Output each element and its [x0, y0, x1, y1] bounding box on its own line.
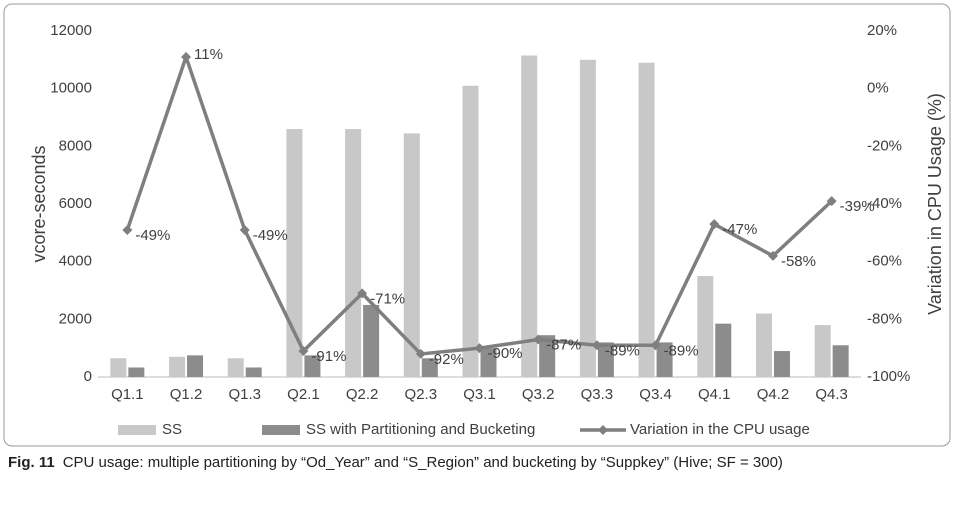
bar — [462, 85, 479, 378]
y2-tick-label: -20% — [867, 137, 902, 154]
bar — [128, 367, 145, 377]
caption-text: CPU usage: multiple partitioning by “Od_… — [62, 454, 783, 471]
marker — [357, 288, 368, 299]
x-tick-label: Q4.1 — [698, 386, 731, 403]
bar — [715, 323, 732, 377]
x-tick-label: Q3.1 — [463, 386, 496, 403]
marker — [826, 196, 837, 207]
bar — [227, 358, 244, 377]
bar — [814, 325, 831, 377]
data-label: -89% — [664, 342, 699, 359]
data-label: -91% — [311, 348, 346, 365]
bar — [421, 358, 438, 377]
bar — [403, 133, 420, 377]
bar — [245, 367, 262, 377]
x-tick-label: Q3.2 — [522, 386, 555, 403]
y-axis-label: vcore-seconds — [29, 145, 49, 262]
x-tick-label: Q2.2 — [346, 386, 379, 403]
y2-tick-label: 20% — [867, 22, 897, 39]
marker — [239, 224, 250, 235]
bar — [187, 355, 204, 377]
marker — [591, 340, 602, 351]
x-tick-label: Q3.3 — [581, 386, 614, 403]
bar — [597, 342, 614, 377]
data-label: -47% — [722, 221, 757, 238]
bar — [363, 304, 380, 377]
marker — [767, 250, 778, 261]
data-label: -90% — [488, 345, 523, 362]
bar — [286, 129, 303, 377]
bar — [110, 358, 127, 377]
bar — [773, 351, 790, 377]
legend-label: SS with Partitioning and Bucketing — [306, 421, 535, 438]
bar — [656, 342, 673, 377]
data-label: -71% — [370, 290, 405, 307]
bar — [832, 345, 849, 377]
bar — [579, 59, 596, 377]
x-tick-label: Q1.2 — [170, 386, 203, 403]
bar — [304, 355, 321, 377]
bar — [169, 356, 186, 377]
data-label: -49% — [135, 227, 170, 244]
y-tick-label: 12000 — [50, 22, 92, 39]
y2-tick-label: -80% — [867, 310, 902, 327]
marker — [650, 340, 661, 351]
legend-swatch — [598, 425, 608, 435]
bar — [480, 348, 497, 377]
y-tick-label: 2000 — [59, 310, 92, 327]
x-tick-label: Q1.3 — [228, 386, 261, 403]
chart: vcore-seconds Variation in CPU Usage (%)… — [3, 3, 951, 447]
legend-swatch — [118, 425, 156, 435]
line — [125, 51, 833, 356]
x-tick-label: Q2.3 — [405, 386, 438, 403]
y-tick-label: 0 — [84, 368, 92, 385]
bar — [697, 276, 714, 377]
x-tick-label: Q2.1 — [287, 386, 320, 403]
data-label: 11% — [194, 46, 223, 63]
y-tick-label: 4000 — [59, 253, 92, 270]
data-label: -58% — [781, 253, 816, 270]
bar — [638, 62, 655, 377]
caption: Fig. 11 CPU usage: multiple partitioning … — [8, 452, 943, 473]
y2-tick-label: -60% — [867, 253, 902, 270]
data-label: -87% — [546, 336, 581, 353]
y2-tick-label: -40% — [867, 195, 902, 212]
marker — [533, 334, 544, 345]
data-label: -89% — [605, 342, 640, 359]
marker — [298, 346, 309, 357]
legend-label: Variation in the CPU usage — [630, 421, 810, 438]
chart-frame — [3, 3, 951, 447]
x-tick-label: Q1.1 — [111, 386, 144, 403]
marker — [474, 343, 485, 354]
legend-label: SS — [162, 421, 182, 438]
data-label: -39% — [840, 198, 875, 215]
y-tick-label: 6000 — [59, 195, 92, 212]
y2-axis-label: Variation in CPU Usage (%) — [925, 93, 945, 315]
bar — [521, 55, 538, 378]
y2-tick-label: 0% — [867, 80, 889, 97]
data-label: -49% — [253, 227, 288, 244]
x-tick-label: Q4.3 — [815, 386, 848, 403]
y-tick-label: 10000 — [50, 80, 92, 97]
bar — [345, 129, 362, 377]
marker — [181, 51, 192, 62]
bar — [755, 313, 772, 377]
bar — [539, 335, 556, 377]
marker — [122, 224, 133, 235]
legend-swatch — [262, 425, 300, 435]
y2-tick-label: -100% — [867, 368, 910, 385]
data-label: -92% — [429, 351, 464, 368]
x-tick-label: Q3.4 — [639, 386, 672, 403]
y-tick-label: 8000 — [59, 137, 92, 154]
marker — [415, 348, 426, 359]
caption-label: Fig. 11 — [8, 454, 55, 471]
marker — [709, 219, 720, 230]
x-tick-label: Q4.2 — [757, 386, 790, 403]
